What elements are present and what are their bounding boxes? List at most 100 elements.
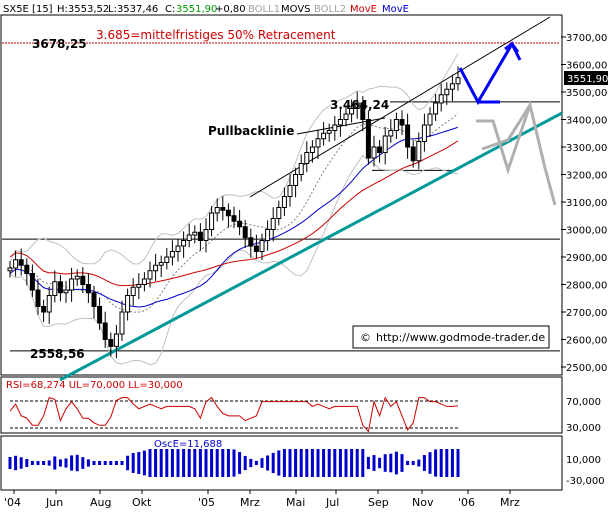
osc-bar bbox=[19, 457, 23, 469]
main-panel-frame bbox=[0, 14, 563, 376]
x-axis: '04 Jun Aug Okt '05 Mrz Mai Jul Sep Nov '06 Mrz bbox=[4, 490, 520, 509]
y-tick-label: 3400,00 bbox=[566, 116, 607, 127]
candle-body bbox=[153, 264, 159, 272]
osc-tick-minus30000: -30,000 bbox=[566, 476, 605, 487]
osc-bar bbox=[126, 455, 130, 471]
osc-bar bbox=[25, 459, 29, 467]
rsi-tick-70: 70,000 bbox=[566, 397, 601, 408]
osc-bar bbox=[131, 453, 135, 473]
osc-bar bbox=[322, 449, 326, 477]
y-tick-label: 2500,00 bbox=[566, 363, 607, 374]
osc-bar bbox=[86, 459, 90, 467]
osc-bar bbox=[254, 460, 258, 466]
last-price-marker: 3551,90 bbox=[564, 71, 608, 85]
osc-bar bbox=[288, 449, 292, 477]
header-change: +0,80 bbox=[215, 4, 246, 15]
osc-bar bbox=[294, 449, 298, 477]
copyright-url: http://www.godmode-trader.de bbox=[376, 331, 545, 344]
osc-bar bbox=[182, 449, 186, 477]
osc-bar bbox=[176, 449, 180, 477]
osc-bar bbox=[215, 449, 219, 477]
osc-bar bbox=[366, 456, 370, 470]
candle-body bbox=[7, 267, 13, 272]
osc-bar bbox=[42, 461, 46, 465]
osc-bar bbox=[394, 451, 398, 475]
candle-body bbox=[265, 229, 271, 241]
candle-body bbox=[449, 83, 455, 90]
osc-bar bbox=[277, 450, 281, 476]
horizontal-levels bbox=[2, 42, 560, 352]
osc-bar bbox=[344, 449, 348, 477]
copyright-symbol: © bbox=[360, 331, 371, 344]
osc-label: OscE=11,688 bbox=[154, 439, 222, 450]
candle-body bbox=[74, 275, 80, 280]
osc-panel-frame bbox=[0, 435, 563, 491]
osc-bar bbox=[310, 449, 314, 477]
annotations: 3678,25 3.685=mittelfristiges 50% Retrac… bbox=[30, 28, 550, 361]
candle-body bbox=[242, 226, 248, 239]
candle-body bbox=[253, 245, 259, 252]
osc-bar bbox=[187, 449, 191, 477]
y-tick-label: 3000,00 bbox=[566, 226, 607, 237]
osc-bar bbox=[238, 452, 242, 474]
candle-body bbox=[13, 259, 19, 269]
osc-bar bbox=[198, 449, 202, 477]
y-tick-label: 3100,00 bbox=[566, 198, 607, 209]
osc-bar bbox=[64, 458, 68, 468]
blue-projection-path bbox=[458, 40, 522, 106]
osc-bar bbox=[305, 449, 309, 477]
last-price-label: 3551,90 bbox=[567, 74, 608, 85]
y-tick-label: 2600,00 bbox=[566, 336, 607, 347]
candle-body bbox=[433, 102, 439, 115]
osc-bar bbox=[406, 460, 410, 466]
candle-body bbox=[52, 281, 58, 296]
header-close: 3551,90 bbox=[176, 4, 217, 15]
osc-bar bbox=[81, 457, 85, 469]
osc-bar bbox=[316, 449, 320, 477]
candle-body bbox=[349, 108, 355, 115]
osc-bar bbox=[114, 461, 118, 465]
osc-bar bbox=[372, 455, 376, 471]
low-value-label: 2558,56 bbox=[30, 347, 85, 361]
osc-bar bbox=[109, 461, 113, 465]
candle-body bbox=[18, 259, 24, 266]
candle-body bbox=[136, 284, 142, 288]
osc-bar bbox=[450, 449, 454, 477]
osc-bar bbox=[260, 458, 264, 468]
candle-body bbox=[108, 339, 114, 347]
candle-series bbox=[7, 66, 461, 359]
x-tick-label: Sep bbox=[368, 496, 389, 509]
candle-body bbox=[382, 135, 388, 153]
candle-body bbox=[141, 278, 147, 285]
bollinger-lower-line bbox=[9, 154, 459, 366]
x-tick-label: Okt bbox=[132, 496, 152, 509]
candle-body bbox=[365, 119, 371, 159]
candle-body bbox=[231, 215, 237, 222]
candle-body bbox=[102, 322, 108, 340]
candle-body bbox=[57, 281, 63, 294]
candle-body bbox=[24, 264, 30, 274]
candle-body bbox=[147, 270, 153, 280]
candle-body bbox=[332, 124, 338, 131]
osc-bar bbox=[226, 449, 230, 477]
osc-bar bbox=[400, 454, 404, 472]
osc-bar bbox=[350, 449, 354, 477]
candle-body bbox=[29, 273, 35, 291]
candle-body bbox=[321, 132, 327, 140]
candle-body bbox=[259, 240, 265, 252]
candle-body bbox=[270, 218, 276, 230]
osc-bar bbox=[456, 449, 460, 477]
candle-body bbox=[416, 141, 422, 162]
candle-body bbox=[315, 138, 321, 148]
candle-body bbox=[287, 185, 293, 197]
osc-bar bbox=[120, 461, 124, 465]
osc-bar bbox=[434, 449, 438, 477]
header-symbol: SX5E [15] bbox=[3, 4, 53, 15]
osc-bar bbox=[266, 455, 270, 471]
osc-bar bbox=[14, 455, 18, 471]
osc-bars bbox=[8, 449, 460, 477]
osc-bar bbox=[282, 449, 286, 477]
retracement-value-label: 3678,25 bbox=[32, 37, 87, 51]
osc-bar bbox=[165, 449, 169, 477]
